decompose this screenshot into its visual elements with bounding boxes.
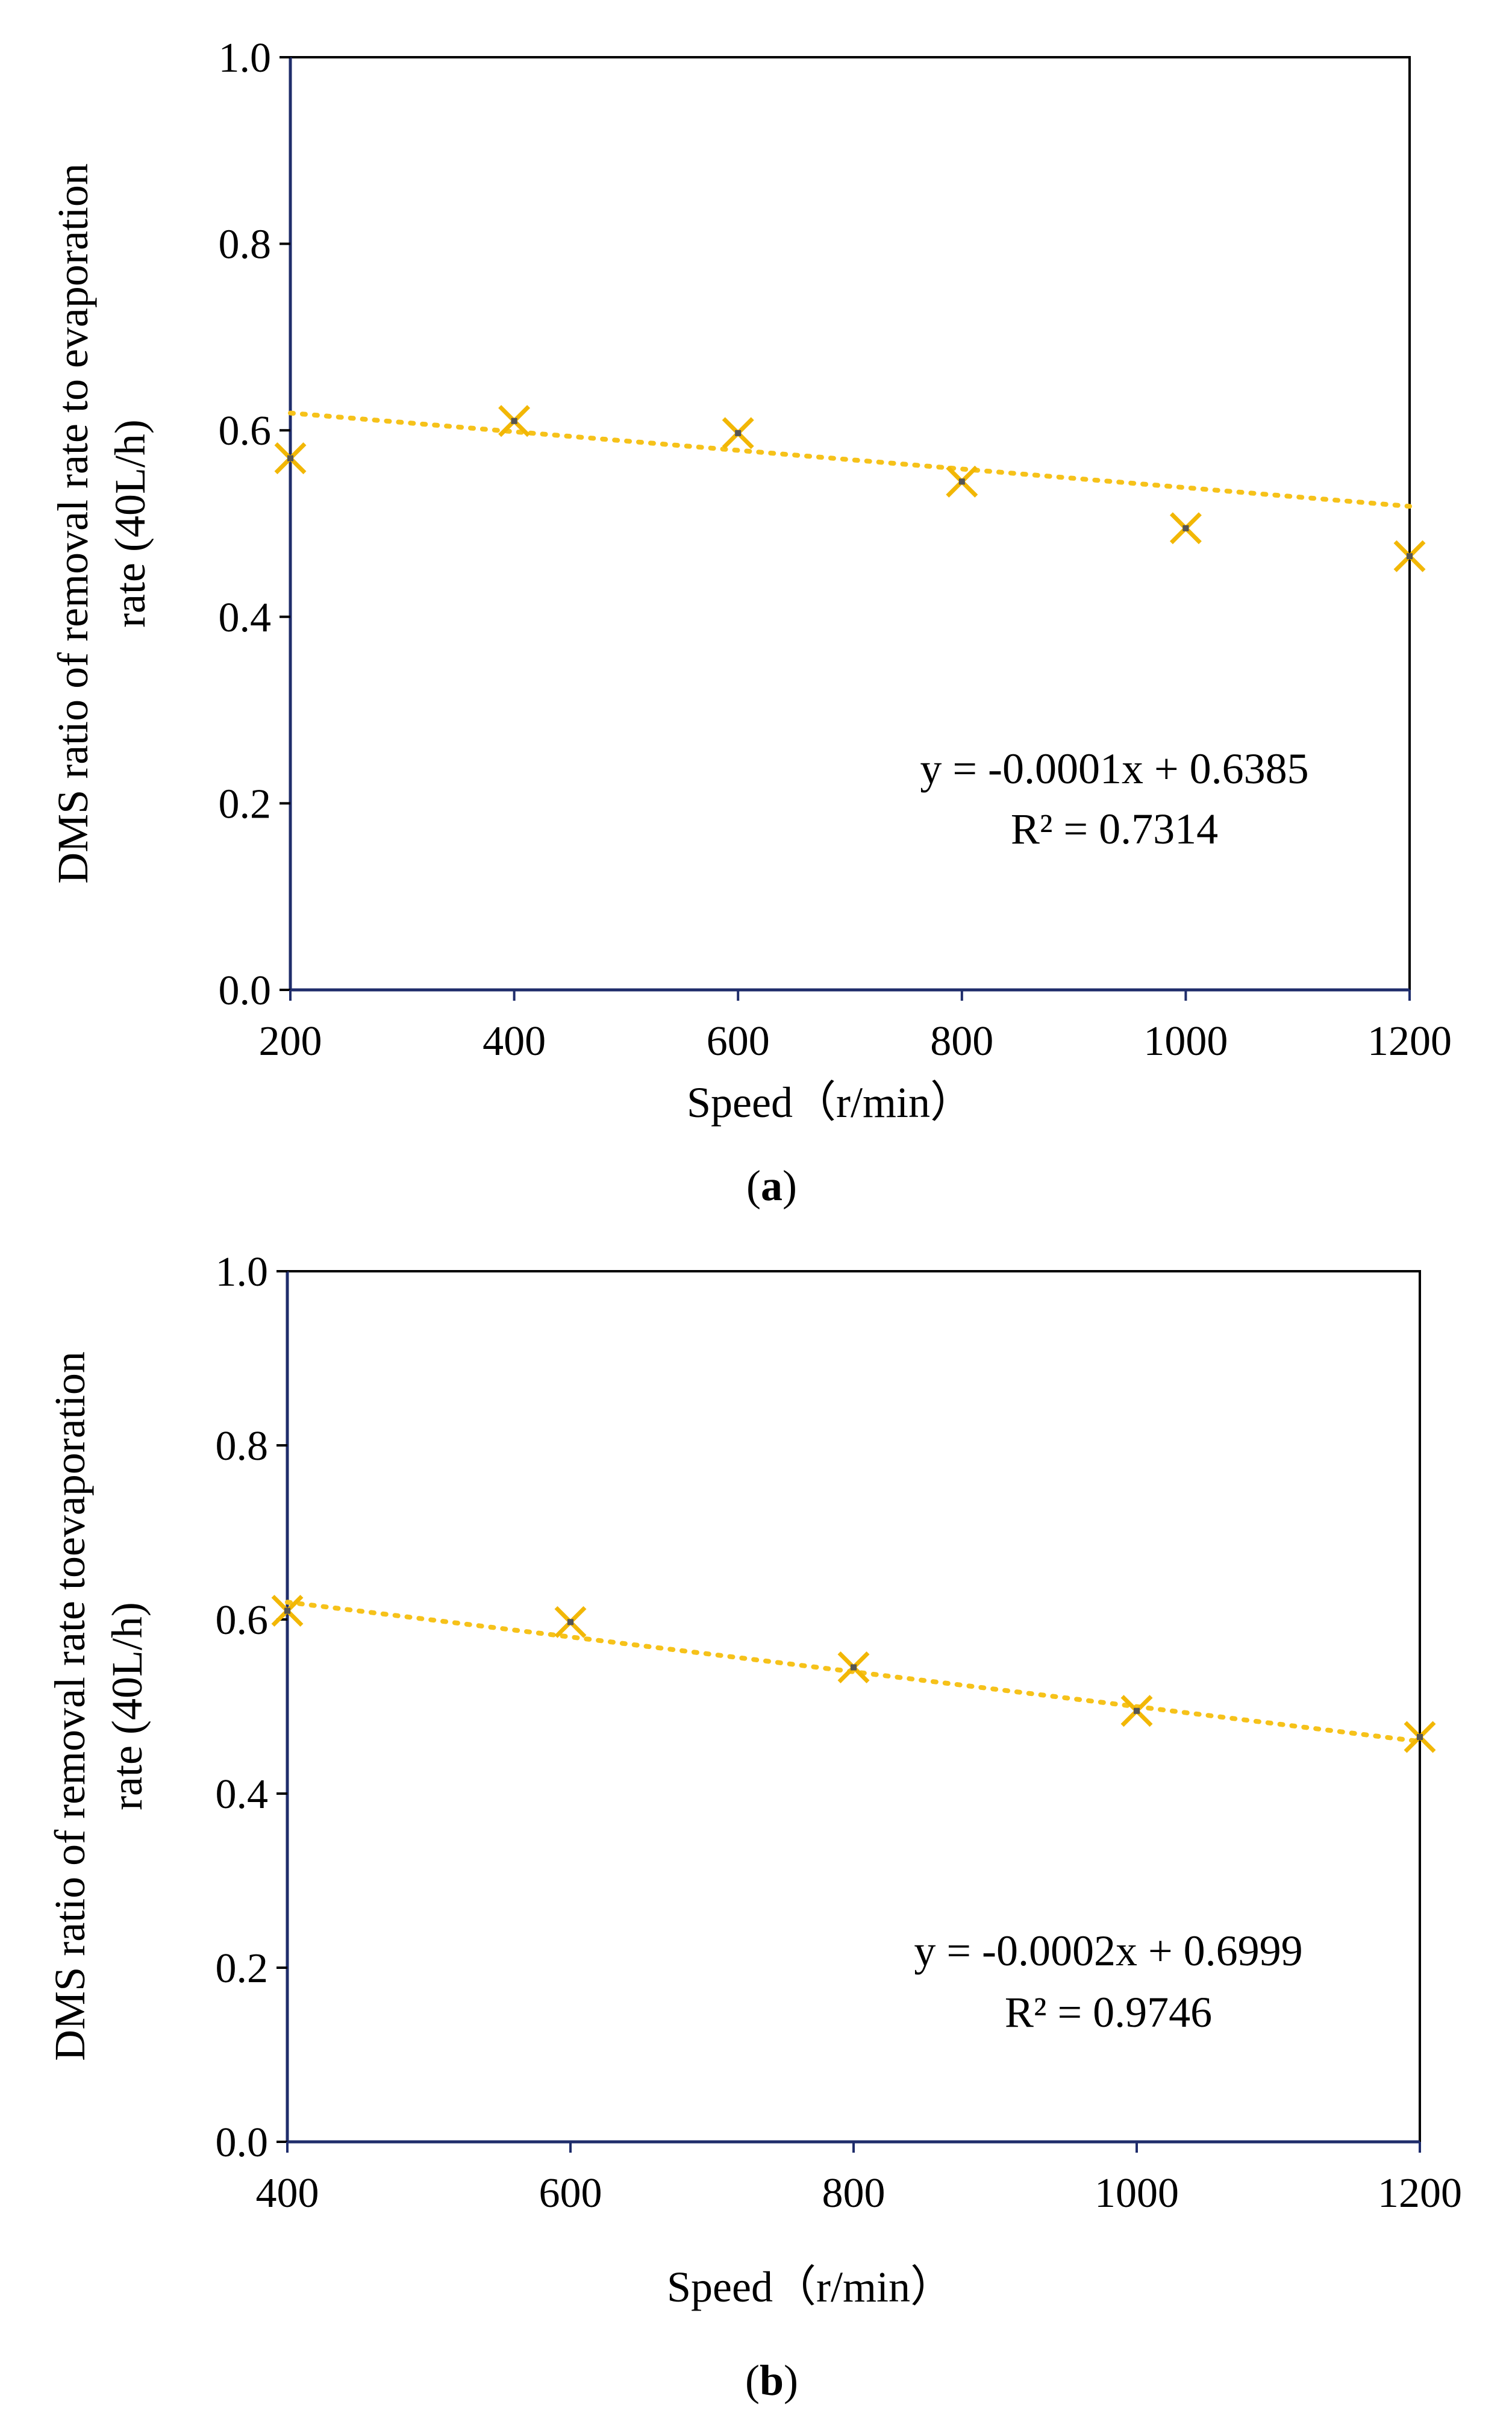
panel-b-y-tick-label: 0.6 (216, 1597, 269, 1644)
chart-panel-b: 0.0 0.2 0.4 0.6 0.8 1.0 400 600 800 1000 1200 y =… (46, 1249, 1462, 2405)
panel-b-x-tick-label: 400 (256, 2170, 319, 2217)
chart-panel-a: 0.00.20.40.60.81.0 200 400 600 800 1000 1200 … (49, 35, 1452, 1210)
panel-a-y-tick-label: 0.4 (219, 595, 272, 641)
panel-b-y-tick-label: 0.0 (216, 2120, 269, 2166)
panel-a-equation: y = -0.0001x + 0.6385 (920, 745, 1308, 793)
panel-a-plot-frame (289, 56, 1411, 991)
panel-a-x-tick-label: 1200 (1367, 1018, 1452, 1065)
panel-b-data-point (1120, 1695, 1153, 1727)
panel-b-x-axis-title: Speed（r/min） (667, 2263, 954, 2311)
panel-a-x-tick-label: 600 (707, 1018, 770, 1065)
panel-a-y-axis-title-line2: rate (40L/h) (106, 419, 154, 628)
panel-b-plot-frame (286, 1270, 1421, 2143)
panel-a-x-tick-label: 200 (259, 1018, 322, 1065)
panel-b-x-tick-label: 600 (539, 2170, 602, 2217)
panel-a-data-point (498, 405, 531, 437)
panel-b-x-tick-label: 1200 (1378, 2170, 1462, 2217)
panel-b-equation: y = -0.0002x + 0.6999 (914, 1927, 1302, 1975)
panel-a-r-squared: R² = 0.7314 (1011, 805, 1218, 853)
panel-b-data-point (554, 1606, 587, 1638)
panel-a-y-tick-label: 0.6 (219, 408, 272, 454)
panel-b-data-point (271, 1595, 304, 1627)
panel-b-r-squared: R² = 0.9746 (1005, 1988, 1212, 2036)
panel-a-label-letter: a (761, 1162, 783, 1210)
panel-a-x-tick-label: 1000 (1143, 1018, 1228, 1065)
panel-b-data-point (1404, 1721, 1436, 1753)
panel-b-y-tick-label: 1.0 (216, 1249, 269, 1295)
panel-b-y-axis-title-line2: rate (40L/h) (103, 1602, 151, 1810)
panel-a-x-tick-label: 400 (483, 1018, 546, 1065)
panel-b-label-letter: b (760, 2356, 784, 2405)
panel-a-y-axis-title-line1: DMS ratio of removal rate to evaporation (49, 163, 97, 884)
panel-b-label: (b) (745, 2356, 798, 2405)
panel-a-y-tick-label: 1.0 (219, 35, 272, 81)
panel-a-data-point (946, 465, 978, 498)
panel-b-x-tick-label: 1000 (1095, 2170, 1179, 2217)
panel-b-data-point (837, 1651, 870, 1683)
panel-b-y-tick-label: 0.4 (216, 1771, 269, 1818)
panel-a-y-tick-label: 0.8 (219, 222, 272, 268)
panel-a-y-tick-label: 0.2 (219, 781, 272, 827)
panel-a-data-point (722, 417, 754, 449)
panel-a-y-tick-label: 0.0 (219, 968, 272, 1014)
panel-b-y-tick-label: 0.2 (216, 1945, 269, 1992)
panel-b-y-tick-label: 0.8 (216, 1423, 269, 1469)
panel-a-x-axis-title: Speed（r/min） (687, 1078, 973, 1127)
panel-a-data-point (1393, 540, 1426, 572)
panel-b-y-axis-title-line1: DMS ratio of removal rate toevaporation (46, 1351, 94, 2061)
panel-a-trendline (288, 410, 1412, 509)
panel-b-trendline (285, 1600, 1422, 1744)
panel-a-data-point (1169, 512, 1202, 545)
panel-b-x-tick-label: 800 (822, 2170, 886, 2217)
panel-a-label: (a) (746, 1162, 797, 1210)
panel-a-data-point (274, 442, 307, 475)
panel-a-x-tick-label: 800 (930, 1018, 993, 1065)
